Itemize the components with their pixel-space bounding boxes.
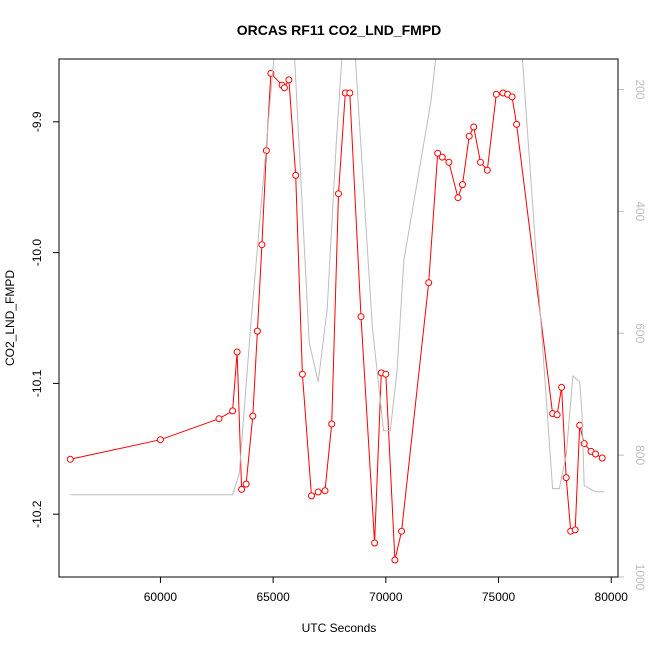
data-point [459,181,466,189]
data-point [592,450,599,458]
data-point [249,412,257,420]
data-point [328,420,336,428]
data-point [513,120,521,128]
data-point [258,241,266,249]
data-point [465,132,473,140]
data-point [571,526,579,534]
data-point [292,171,300,179]
data-point [66,455,74,463]
data-point [425,279,433,287]
x-axis-label: UTC Seconds [302,621,377,635]
data-point [242,480,250,488]
y-tick-label: -9.9 [30,111,44,132]
data-point [346,89,354,97]
data-point [492,90,500,98]
data-point [553,411,561,419]
data-point [357,313,365,321]
y2-tick-label: 400 [633,201,647,221]
data-point [470,123,478,131]
data-point [229,407,237,415]
data-point [454,194,462,202]
y-axis-label: CO2_LND_FMPD [3,270,17,366]
data-point [156,436,164,444]
chart-title: ORCAS RF11 CO2_LND_FMPD [237,22,442,38]
y-tick-label: -10.1 [30,369,44,397]
y-tick-label: -10.0 [30,239,44,267]
data-point [434,149,442,157]
data-point [562,474,570,482]
axes-layer: 60000 65000 70000 75000 80000 -10.2 -10.1 -10.0… [30,79,647,604]
plot-frame [58,58,619,578]
y2-tick-label: 200 [633,79,647,99]
y-tick-label: -10.2 [30,500,44,528]
data-point [382,370,390,378]
data-point [445,158,453,166]
data-point [508,93,516,101]
data-point [215,415,223,423]
data-point [477,158,484,166]
data-point [335,190,342,198]
data-point [558,383,566,391]
data-point [285,76,293,84]
data-point [233,348,241,356]
y2-tick-label: 800 [633,445,647,465]
x-tick-label: 70000 [369,590,403,604]
secondary-series-line [70,59,605,496]
x-tick-label: 80000 [595,590,629,604]
x-tick-label: 65000 [256,590,290,604]
data-point [321,487,329,495]
data-point [253,327,261,335]
data-point [398,527,406,535]
data-point [280,84,288,92]
data-point [238,485,246,493]
data-point [598,454,606,462]
x-tick-label: 75000 [482,590,516,604]
data-point [298,370,306,378]
y2-tick-label: 1000 [633,564,647,591]
data-point [314,488,322,496]
y2-tick-label: 600 [633,323,647,343]
x-tick-label: 60000 [144,590,178,604]
data-point [483,166,491,174]
data-point [438,153,446,161]
data-point [371,539,379,547]
series-layer [66,59,606,564]
data-point [580,440,588,448]
data-point [391,556,399,564]
data-point [308,492,315,500]
